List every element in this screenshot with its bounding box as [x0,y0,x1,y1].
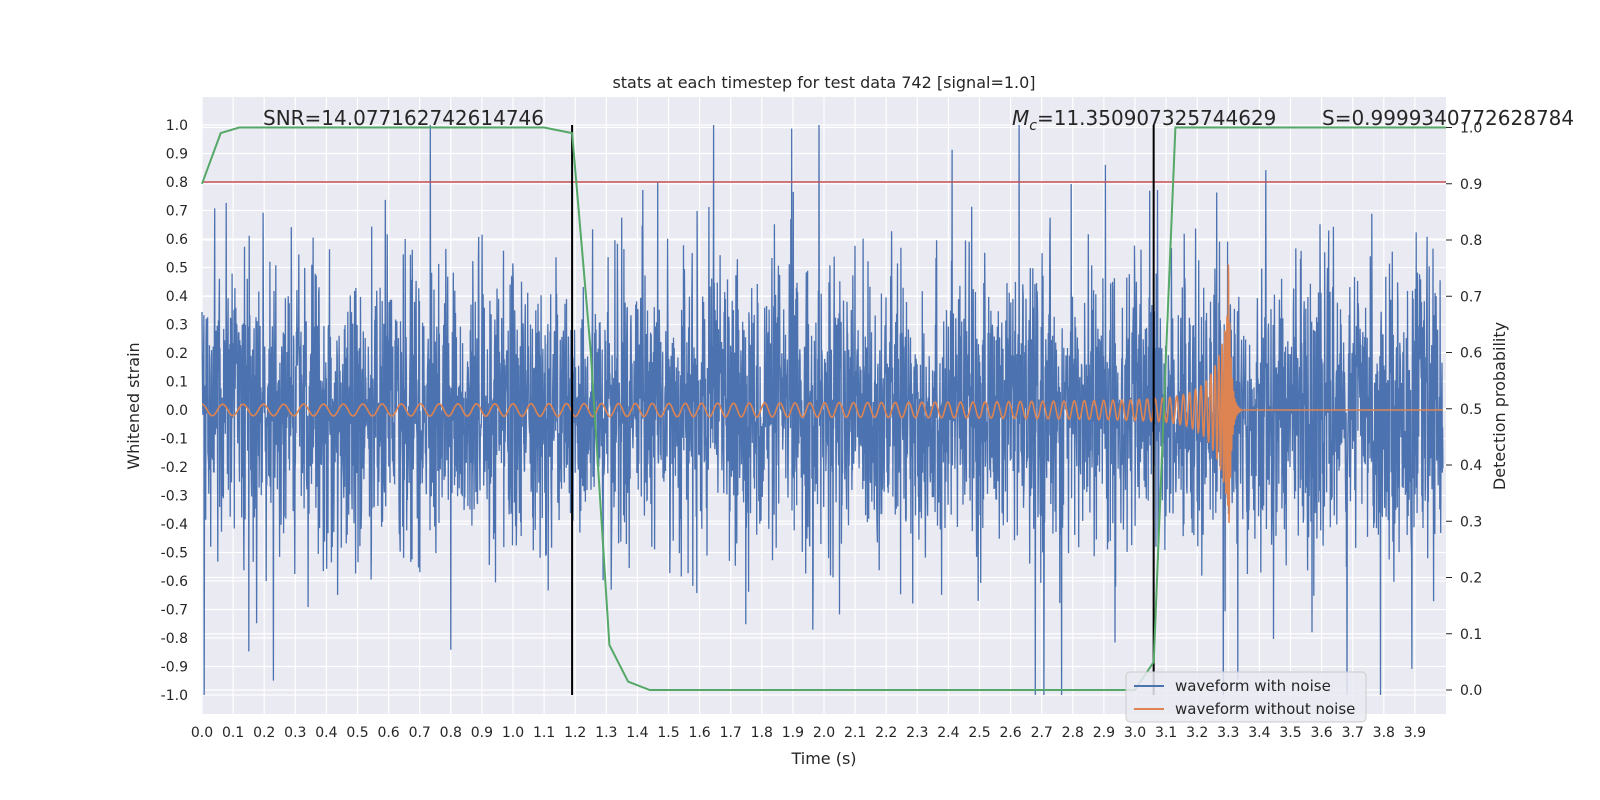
x-tick-label: 0.4 [315,725,337,741]
right-y-tick-label: 0.2 [1460,571,1482,587]
x-tick-label: 0.1 [222,725,244,741]
legend: waveform with noise waveform without noi… [1125,671,1367,723]
chirp-mass-annotation: Mc=11.350907325744629 [1012,106,1276,134]
x-tick-label: 1.6 [688,725,710,741]
series-layer [201,124,1446,696]
x-axis-label: Time (s) [790,749,856,768]
right-y-tick-label: 0.9 [1460,177,1482,193]
x-tick-label: 1.1 [533,725,555,741]
x-tick-label: 0.7 [409,725,431,741]
x-tick-label: 2.2 [875,725,897,741]
right-y-tick-label: 0.0 [1460,683,1482,699]
x-tick-label: 1.3 [595,725,617,741]
y-axis-label: Whitened strain [124,342,143,469]
y-tick-label: -0.1 [161,432,188,448]
s-annotation: S=0.9999340772628784 [1322,106,1574,130]
y-tick-labels: 1.0 0.9 0.8 0.7 0.6 0.5 0.4 0.3 0.2 0.1 0.0 -0.1 -0.… [161,118,188,704]
y-tick-label: -0.5 [161,546,188,562]
x-tick-label: 0.6 [377,725,399,741]
y-tick-label: -0.6 [161,574,188,590]
right-y-tick-label: 0.1 [1460,627,1482,643]
x-tick-label: 2.7 [1031,725,1053,741]
snr-annotation: SNR=14.077162742614746 [263,106,544,130]
x-tick-label: 0.9 [471,725,493,741]
x-tick-label: 2.4 [937,725,959,741]
x-tick-label: 2.3 [906,725,928,741]
right-y-tick-label: 0.7 [1460,289,1482,305]
right-y-tick-label: 0.5 [1460,402,1482,418]
y-tick-label: 0.0 [166,403,188,419]
chirp-mass-symbol: M [1012,106,1029,130]
legend-label-noise: waveform with noise [1175,677,1331,695]
legend-label-clean: waveform without noise [1175,700,1355,718]
y-tick-label: -0.7 [161,603,188,619]
y-tick-label: 0.3 [166,318,188,334]
y-tick-label: -0.4 [161,517,188,533]
y-tick-label: -0.3 [161,489,188,505]
chart-title: stats at each timestep for test data 742… [612,73,1035,92]
x-tick-label: 2.9 [1093,725,1115,741]
y-tick-label: -0.8 [161,631,188,647]
x-tick-label: 0.8 [440,725,462,741]
y-tick-label: 0.6 [166,232,188,248]
right-y-tick-label: 1.0 [1460,121,1482,137]
x-tick-label: 0.0 [191,725,213,741]
x-tick-label: 1.2 [564,725,586,741]
legend-box [1125,671,1367,723]
x-tick-label: 2.0 [813,725,835,741]
chirp-mass-value: =11.350907325744629 [1037,106,1276,130]
x-tick-labels: 0.0 0.1 0.2 0.3 0.4 0.5 0.6 0.7 0.8 0.9 1.0 1.1 1.2 1… [191,725,1426,741]
x-tick-label: 0.5 [346,725,368,741]
right-y-tick-label: 0.8 [1460,233,1482,249]
y-tick-label: 0.1 [166,375,188,391]
y-tick-label: 0.7 [166,204,188,220]
x-tick-label: 3.9 [1404,725,1426,741]
right-y-tick-labels: 1.0 0.9 0.8 0.7 0.6 0.5 0.4 0.3 0.2 0.1 0.0 [1446,121,1482,699]
right-y-axis-label: Detection probability [1490,322,1509,490]
x-tick-label: 3.4 [1248,725,1270,741]
x-tick-label: 3.7 [1342,725,1364,741]
noisy-waveform-line [201,124,1444,696]
y-tick-label: 0.8 [166,175,188,191]
y-tick-label: -0.2 [161,460,188,476]
y-tick-label: 1.0 [166,118,188,134]
x-tick-label: 2.1 [844,725,866,741]
y-tick-label: -1.0 [161,688,188,704]
x-tick-label: 3.3 [1217,725,1239,741]
x-tick-label: 2.5 [968,725,990,741]
chirp-mass-subscript: c [1029,118,1037,134]
right-y-tick-label: 0.4 [1460,458,1482,474]
x-tick-label: 0.3 [284,725,306,741]
x-tick-label: 1.0 [502,725,524,741]
x-tick-label: 1.9 [782,725,804,741]
x-tick-label: 2.8 [1062,725,1084,741]
x-tick-label: 3.1 [1155,725,1177,741]
x-tick-label: 1.7 [720,725,742,741]
clean-waveform-line [202,264,1443,523]
y-tick-label: 0.9 [166,147,188,163]
x-tick-label: 2.6 [999,725,1021,741]
x-tick-label: 1.8 [751,725,773,741]
right-y-tick-label: 0.3 [1460,514,1482,530]
y-tick-label: 0.4 [166,289,188,305]
x-tick-label: 3.5 [1279,725,1301,741]
right-y-tick-label: 0.6 [1460,346,1482,362]
x-tick-label: 1.4 [626,725,648,741]
x-tick-label: 1.5 [657,725,679,741]
y-tick-label: 0.2 [166,346,188,362]
y-tick-label: 0.5 [166,261,188,277]
x-tick-label: 3.6 [1310,725,1332,741]
x-tick-label: 3.2 [1186,725,1208,741]
x-tick-label: 3.8 [1373,725,1395,741]
x-tick-label: 0.2 [253,725,275,741]
detection-probability-line [201,126,1446,691]
y-tick-label: -0.9 [161,660,188,676]
x-tick-label: 3.0 [1124,725,1146,741]
